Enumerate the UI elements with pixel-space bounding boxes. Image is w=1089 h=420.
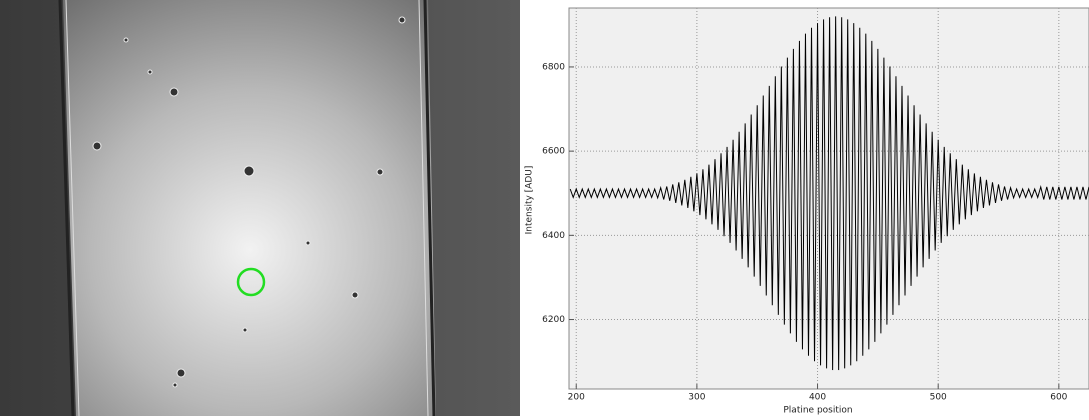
- y-tick-label: 6200: [542, 315, 565, 325]
- x-tick-label: 600: [1050, 393, 1067, 403]
- y-tick-label: 6600: [542, 147, 565, 157]
- y-axis-label: Intensity [ADU]: [525, 166, 535, 235]
- y-tick-label: 6800: [542, 62, 565, 72]
- x-tick-label: 200: [568, 393, 585, 403]
- x-tick-label: 400: [809, 393, 826, 403]
- data-line: [569, 16, 1089, 371]
- microscope-image: [0, 0, 520, 417]
- x-tick-label: 500: [930, 393, 947, 403]
- y-tick-label: 6400: [542, 231, 565, 241]
- x-axis-label: Platine position: [783, 406, 852, 416]
- x-tick-label: 300: [688, 393, 705, 403]
